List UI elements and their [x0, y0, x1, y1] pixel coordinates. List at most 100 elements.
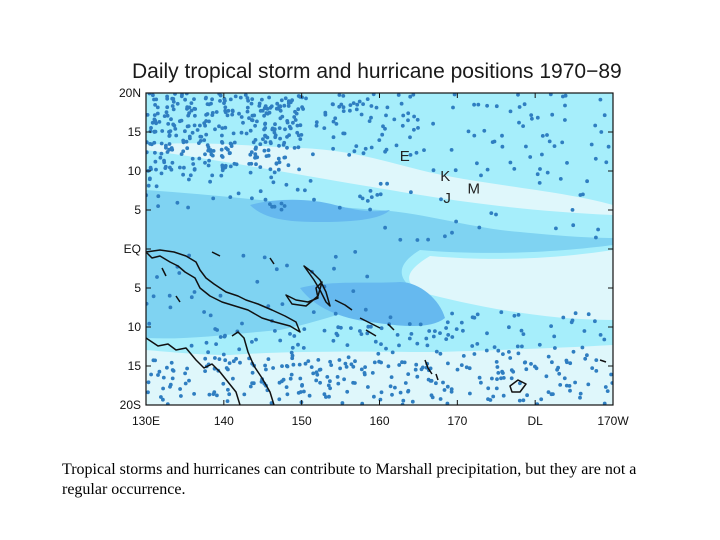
storm-position-dot: [155, 275, 159, 279]
storm-position-dot: [454, 327, 459, 331]
storm-position-dot: [515, 344, 520, 349]
storm-position-dot: [338, 366, 342, 371]
storm-position-dot: [438, 331, 442, 335]
storm-position-dot: [363, 365, 367, 369]
storm-position-dot: [312, 197, 316, 202]
storm-position-dot: [450, 335, 455, 339]
storm-position-dot: [586, 312, 591, 317]
storm-position-dot: [274, 161, 279, 166]
storm-position-dot: [347, 153, 352, 157]
storm-position-dot: [214, 110, 219, 114]
storm-position-dot: [161, 386, 166, 391]
storm-position-dot: [538, 167, 542, 171]
storm-position-dot: [253, 123, 257, 128]
storm-position-dot: [398, 237, 403, 242]
storm-position-dot: [146, 150, 149, 155]
storm-position-dot: [332, 266, 336, 271]
storm-position-dot: [370, 371, 375, 375]
storm-position-dot: [179, 94, 184, 99]
storm-position-dot: [211, 196, 216, 201]
storm-position-dot: [195, 128, 200, 132]
storm-position-dot: [213, 127, 217, 132]
storm-position-dot: [535, 172, 540, 177]
storm-position-dot: [302, 389, 306, 394]
storm-position-dot: [203, 152, 207, 157]
storm-position-dot: [239, 130, 244, 135]
x-tick-label: 170W: [597, 414, 629, 428]
storm-position-dot: [318, 380, 322, 385]
storm-position-dot: [337, 358, 342, 362]
storm-position-dot: [408, 153, 413, 157]
storm-position-dot: [258, 142, 263, 147]
storm-position-dot: [328, 379, 332, 384]
storm-position-dot: [449, 389, 454, 394]
storm-position-dot: [378, 181, 383, 186]
storm-position-dot: [276, 167, 281, 172]
storm-position-dot: [449, 148, 454, 152]
storm-position-dot: [564, 383, 569, 388]
storm-position-dot: [167, 133, 172, 138]
x-tick-label: 130E: [132, 414, 160, 428]
storm-position-dot: [589, 142, 594, 147]
storm-position-dot: [159, 141, 164, 146]
storm-position-dot: [378, 192, 383, 197]
storm-position-dot: [237, 111, 241, 116]
storm-position-dot: [223, 358, 228, 363]
storm-position-dot: [149, 372, 154, 377]
storm-position-dot: [163, 166, 168, 171]
x-tick-label: 140: [214, 414, 234, 428]
storm-position-dot: [369, 115, 373, 120]
storm-position-dot: [439, 197, 443, 202]
storm-position-dot: [415, 341, 420, 346]
storm-position-dot: [593, 123, 598, 128]
storm-position-dot: [153, 358, 158, 363]
storm-position-dot: [500, 369, 504, 374]
storm-position-dot: [228, 195, 233, 200]
storm-position-dot: [254, 162, 258, 167]
storm-position-dot: [204, 340, 209, 345]
storm-position-dot: [363, 146, 368, 151]
storm-position-dot: [218, 293, 223, 298]
storm-position-dot: [244, 131, 249, 136]
storm-position-dot: [455, 367, 460, 372]
storm-position-dot: [179, 394, 183, 398]
storm-position-dot: [263, 122, 267, 126]
y-tick-label: 15: [128, 125, 142, 139]
storm-position-dot: [605, 389, 610, 393]
storm-position-dot: [395, 333, 400, 337]
storm-position-dot: [170, 160, 175, 165]
storm-position-dot: [298, 376, 303, 381]
storm-position-dot: [539, 397, 544, 402]
storm-position-dot: [564, 358, 569, 363]
storm-position-dot: [179, 152, 184, 157]
storm-position-dot: [255, 279, 260, 284]
storm-position-dot: [561, 315, 566, 320]
map-title: Daily tropical storm and hurricane posit…: [132, 60, 622, 83]
storm-position-dot: [537, 342, 542, 347]
storm-position-dot: [444, 337, 449, 341]
storm-position-dot: [341, 109, 346, 113]
storm-position-dot: [159, 171, 164, 176]
storm-position-dot: [399, 101, 404, 106]
storm-position-dot: [282, 204, 287, 208]
storm-position-dot: [192, 290, 197, 294]
coastline-new-britain: [285, 281, 323, 307]
storm-position-dot: [295, 123, 300, 128]
storm-position-dot: [311, 371, 316, 376]
storm-position-dot: [373, 339, 378, 344]
storm-position-dot: [152, 113, 157, 117]
storm-position-dot: [357, 99, 362, 104]
storm-position-dot: [289, 372, 294, 377]
storm-position-dot: [298, 123, 303, 128]
storm-position-dot: [285, 145, 289, 150]
storm-position-dot: [227, 361, 232, 365]
storm-position-dot: [192, 123, 197, 128]
storm-position-dot: [598, 97, 603, 102]
storm-position-dot: [173, 126, 178, 131]
storm-position-dot: [540, 134, 545, 138]
storm-position-dot: [210, 97, 215, 102]
storm-position-dot: [438, 397, 443, 401]
storm-position-dot: [188, 136, 192, 141]
storm-position-dot: [322, 126, 327, 130]
storm-position-dot: [277, 126, 282, 130]
